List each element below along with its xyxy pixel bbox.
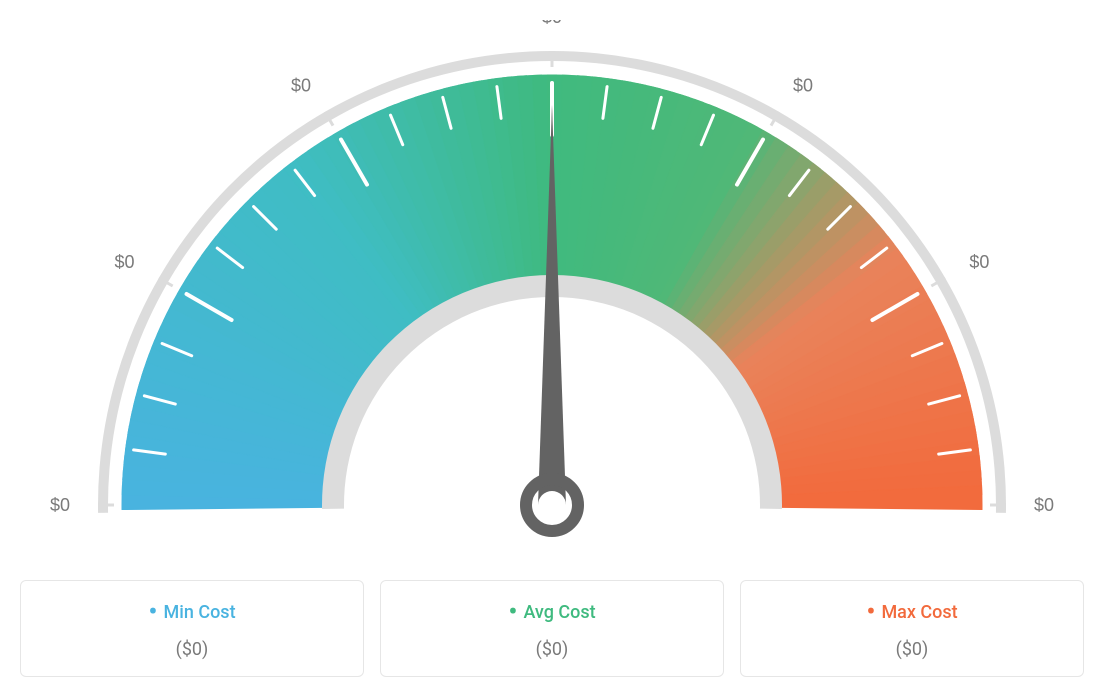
svg-text:$0: $0	[542, 20, 562, 27]
legend-min-value: ($0)	[31, 639, 353, 660]
legend-min-label: Min Cost	[31, 599, 353, 625]
legend-card-max: Max Cost ($0)	[740, 580, 1084, 677]
legend-max-label: Max Cost	[751, 599, 1073, 625]
legend-card-avg: Avg Cost ($0)	[380, 580, 724, 677]
legend-row: Min Cost ($0) Avg Cost ($0) Max Cost ($0…	[20, 580, 1084, 677]
svg-text:$0: $0	[291, 76, 311, 96]
svg-text:$0: $0	[969, 252, 989, 272]
svg-text:$0: $0	[1034, 495, 1054, 515]
legend-max-value: ($0)	[751, 639, 1073, 660]
svg-text:$0: $0	[793, 76, 813, 96]
svg-text:$0: $0	[115, 252, 135, 272]
gauge-svg: $0 $0 $0 $0 $0 $0 $0	[20, 20, 1084, 560]
legend-avg-value: ($0)	[391, 639, 713, 660]
legend-avg-label: Avg Cost	[391, 599, 713, 625]
legend-card-min: Min Cost ($0)	[20, 580, 364, 677]
cost-gauge: $0 $0 $0 $0 $0 $0 $0	[20, 20, 1084, 560]
svg-text:$0: $0	[50, 495, 70, 515]
